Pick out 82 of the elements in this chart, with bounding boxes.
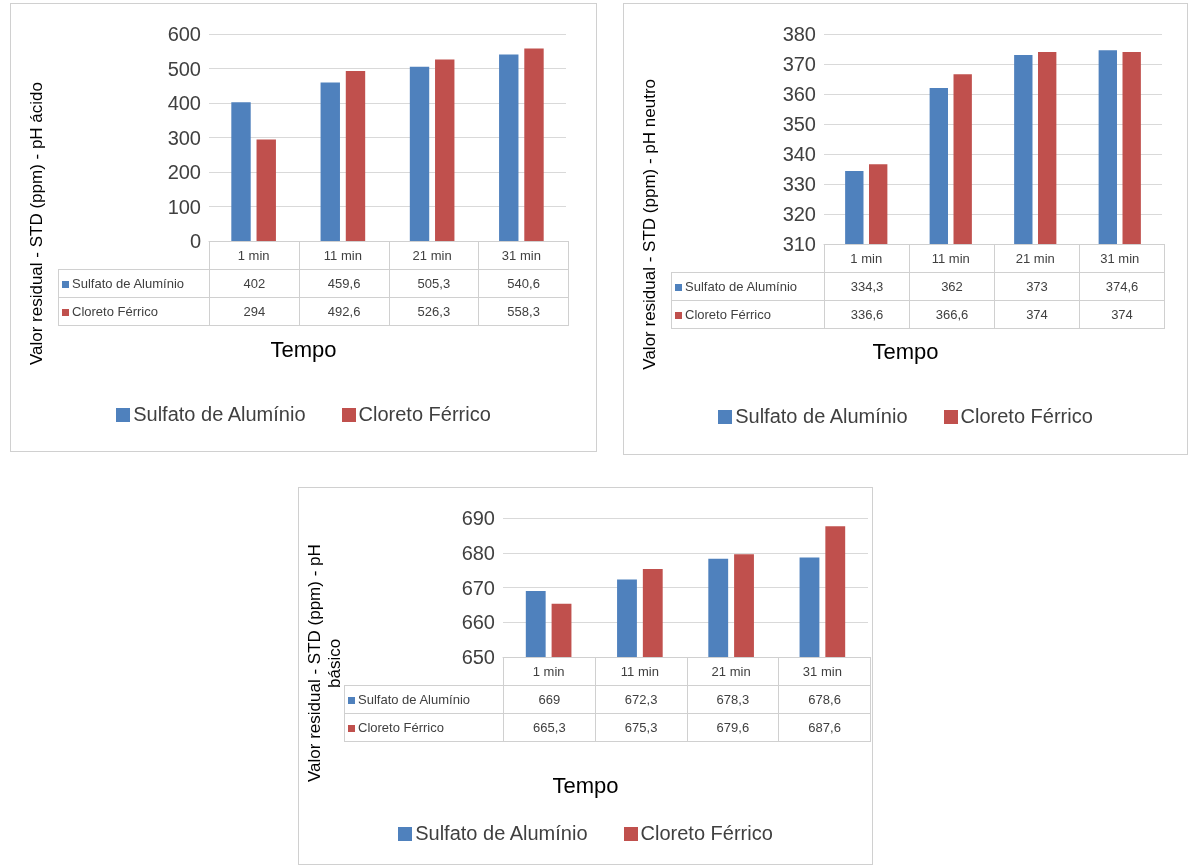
bar	[409, 66, 430, 241]
x-tick-label: 21 min	[1015, 251, 1055, 266]
y-tick-label: 400	[167, 92, 201, 114]
y-tick-label: 340	[782, 143, 816, 165]
y-tick-label: 380	[782, 23, 816, 45]
y-axis-title: Valor residual - STD (ppm) - pH neutro	[640, 78, 660, 370]
data-label: 672,3	[595, 685, 687, 714]
bar	[256, 139, 276, 241]
y-tick-label: 670	[461, 576, 495, 599]
bar	[231, 102, 251, 241]
y-tick-label: 0	[189, 230, 201, 252]
data-label: 540,6	[478, 269, 569, 298]
x-tick-label: 11 min	[620, 664, 659, 679]
y-tick-label: 690	[461, 507, 495, 529]
x-tick-label: 1 min	[237, 248, 270, 263]
x-tick-label: 1 min	[532, 664, 565, 679]
data-label: 526,3	[389, 297, 479, 326]
text: Sulfato de Alumínio	[133, 403, 306, 425]
data-label: 294	[209, 297, 300, 326]
bar	[524, 48, 544, 241]
data-label: 678,3	[687, 685, 779, 714]
data-label: 492,6	[299, 297, 389, 326]
data-label: 362	[909, 272, 995, 301]
bar	[499, 54, 519, 241]
x-axis-title: Tempo	[270, 337, 337, 362]
data-label: 505,3	[389, 269, 479, 298]
y-tick-label: 300	[167, 126, 201, 149]
x-tick-label: 1 min	[850, 251, 883, 266]
data-label: 679,6	[687, 713, 779, 742]
y-axis-title: Valor residual - STD (ppm) - pH básico	[305, 543, 345, 784]
y-tick-label: 650	[461, 646, 495, 668]
y-tick-label: 350	[782, 113, 816, 135]
text: Sulfato de Alumínio	[735, 405, 908, 427]
x-tick-label: 21 min	[711, 664, 751, 679]
legend-label: Cloreto Férrico	[58, 297, 210, 326]
data-label: 675,3	[595, 713, 687, 742]
text: Cloreto Férrico	[358, 403, 491, 425]
text: Cloreto Férrico	[960, 405, 1093, 427]
y-tick-label: 200	[167, 161, 201, 183]
data-label: 374,6	[1079, 272, 1165, 301]
x-tick-label: 31 min	[802, 664, 842, 679]
data-label: 374	[1079, 300, 1165, 329]
bar	[345, 71, 366, 241]
legend-label: Sulfato de Alumínio	[671, 272, 825, 301]
y-tick-label: 370	[782, 53, 816, 75]
x-axis-title: Tempo	[872, 339, 939, 364]
data-label: 366,6	[909, 300, 995, 329]
legend-label: Cloreto Férrico	[344, 713, 504, 742]
y-tick-label: 330	[782, 173, 816, 195]
data-label: 334,3	[824, 272, 910, 301]
x-tick-label: 11 min	[931, 251, 970, 266]
x-tick-label: 11 min	[323, 248, 362, 263]
y-tick-label: 680	[461, 541, 495, 564]
data-label: 459,6	[299, 269, 389, 298]
data-label: 402	[209, 269, 300, 298]
y-tick-label: 360	[782, 83, 816, 105]
x-tick-label: 31 min	[1100, 251, 1140, 266]
y-tick-label: 100	[167, 195, 201, 218]
y-tick-label: 600	[167, 23, 201, 45]
x-axis-title: Tempo	[552, 773, 619, 798]
text: Cloreto Férrico	[640, 822, 773, 844]
y-axis-title: Valor residual - STD (ppm) - pH ácido	[27, 82, 47, 366]
data-label: 678,6	[778, 685, 871, 714]
y-tick-label: 500	[167, 57, 201, 80]
legend-label: Sulfato de Alumínio	[344, 685, 504, 714]
x-tick-label: 21 min	[412, 248, 452, 263]
data-label: 665,3	[503, 713, 596, 742]
data-label: 373	[994, 272, 1080, 301]
data-label: 669	[503, 685, 596, 714]
text: Sulfato de Alumínio	[415, 822, 588, 844]
y-tick-label: 320	[782, 203, 816, 225]
data-label: 558,3	[478, 297, 569, 326]
data-label: 687,6	[778, 713, 871, 742]
data-label: 336,6	[824, 300, 910, 329]
data-label: 374	[994, 300, 1080, 329]
y-tick-label: 660	[461, 611, 495, 634]
y-tick-label: 310	[782, 233, 816, 255]
bar	[435, 59, 455, 241]
x-tick-label: 31 min	[501, 248, 541, 263]
legend-label: Sulfato de Alumínio	[58, 269, 210, 298]
bar	[320, 82, 340, 241]
legend-label: Cloreto Férrico	[671, 300, 825, 329]
